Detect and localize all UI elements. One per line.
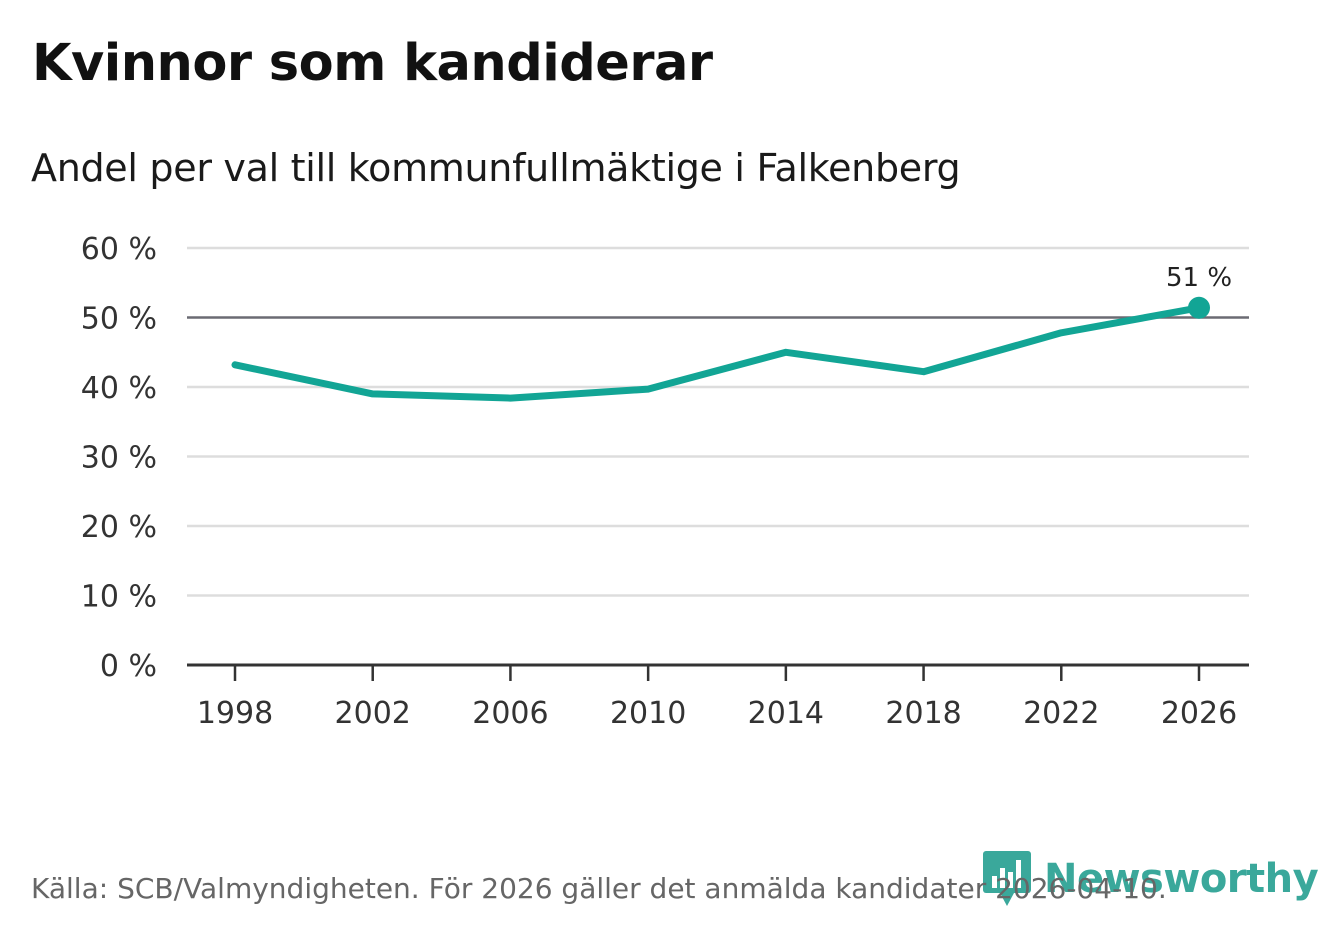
x-tick-label: 2026 — [1161, 696, 1237, 731]
y-tick-label: 50 % — [81, 302, 157, 337]
series-line — [231, 304, 1203, 402]
y-tick-label: 20 % — [81, 510, 157, 545]
last-point-marker — [1188, 296, 1210, 319]
newsworthy-logo: Newsworthy — [982, 850, 1319, 908]
y-tick-label: 30 % — [81, 441, 157, 476]
x-axis: 1998 2002 2006 2010 2014 2018 2022 2026 — [187, 663, 1249, 731]
x-tick-label: 2002 — [335, 696, 411, 731]
gridlines — [187, 246, 1249, 597]
chart-subtitle: Andel per val till kommunfullmäktige i F… — [31, 146, 961, 190]
series-group: 51 % — [231, 263, 1232, 402]
x-tick-label: 2014 — [748, 696, 824, 731]
source-note: Källa: SCB/Valmyndigheten. För 2026 gäll… — [31, 872, 1167, 905]
x-tick-label: 2006 — [472, 696, 548, 731]
x-tick-label: 2018 — [885, 696, 961, 731]
y-axis-ticks: 0 % 10 % 20 % 30 % 40 % 50 % 60 % — [81, 232, 157, 684]
y-tick-label: 40 % — [81, 371, 157, 406]
logo-text: Newsworthy — [1044, 856, 1319, 902]
y-tick-label: 60 % — [81, 232, 157, 267]
y-tick-label: 10 % — [81, 580, 157, 615]
y-tick-label: 0 % — [100, 649, 157, 684]
x-tick-label: 2010 — [610, 696, 686, 731]
x-tick-label: 2022 — [1023, 696, 1099, 731]
x-tick-label: 1998 — [197, 696, 273, 731]
bar-chart-pin-icon — [983, 851, 1031, 906]
last-point-label: 51 % — [1166, 263, 1232, 293]
chart-title: Kvinnor som kandiderar — [32, 34, 713, 93]
